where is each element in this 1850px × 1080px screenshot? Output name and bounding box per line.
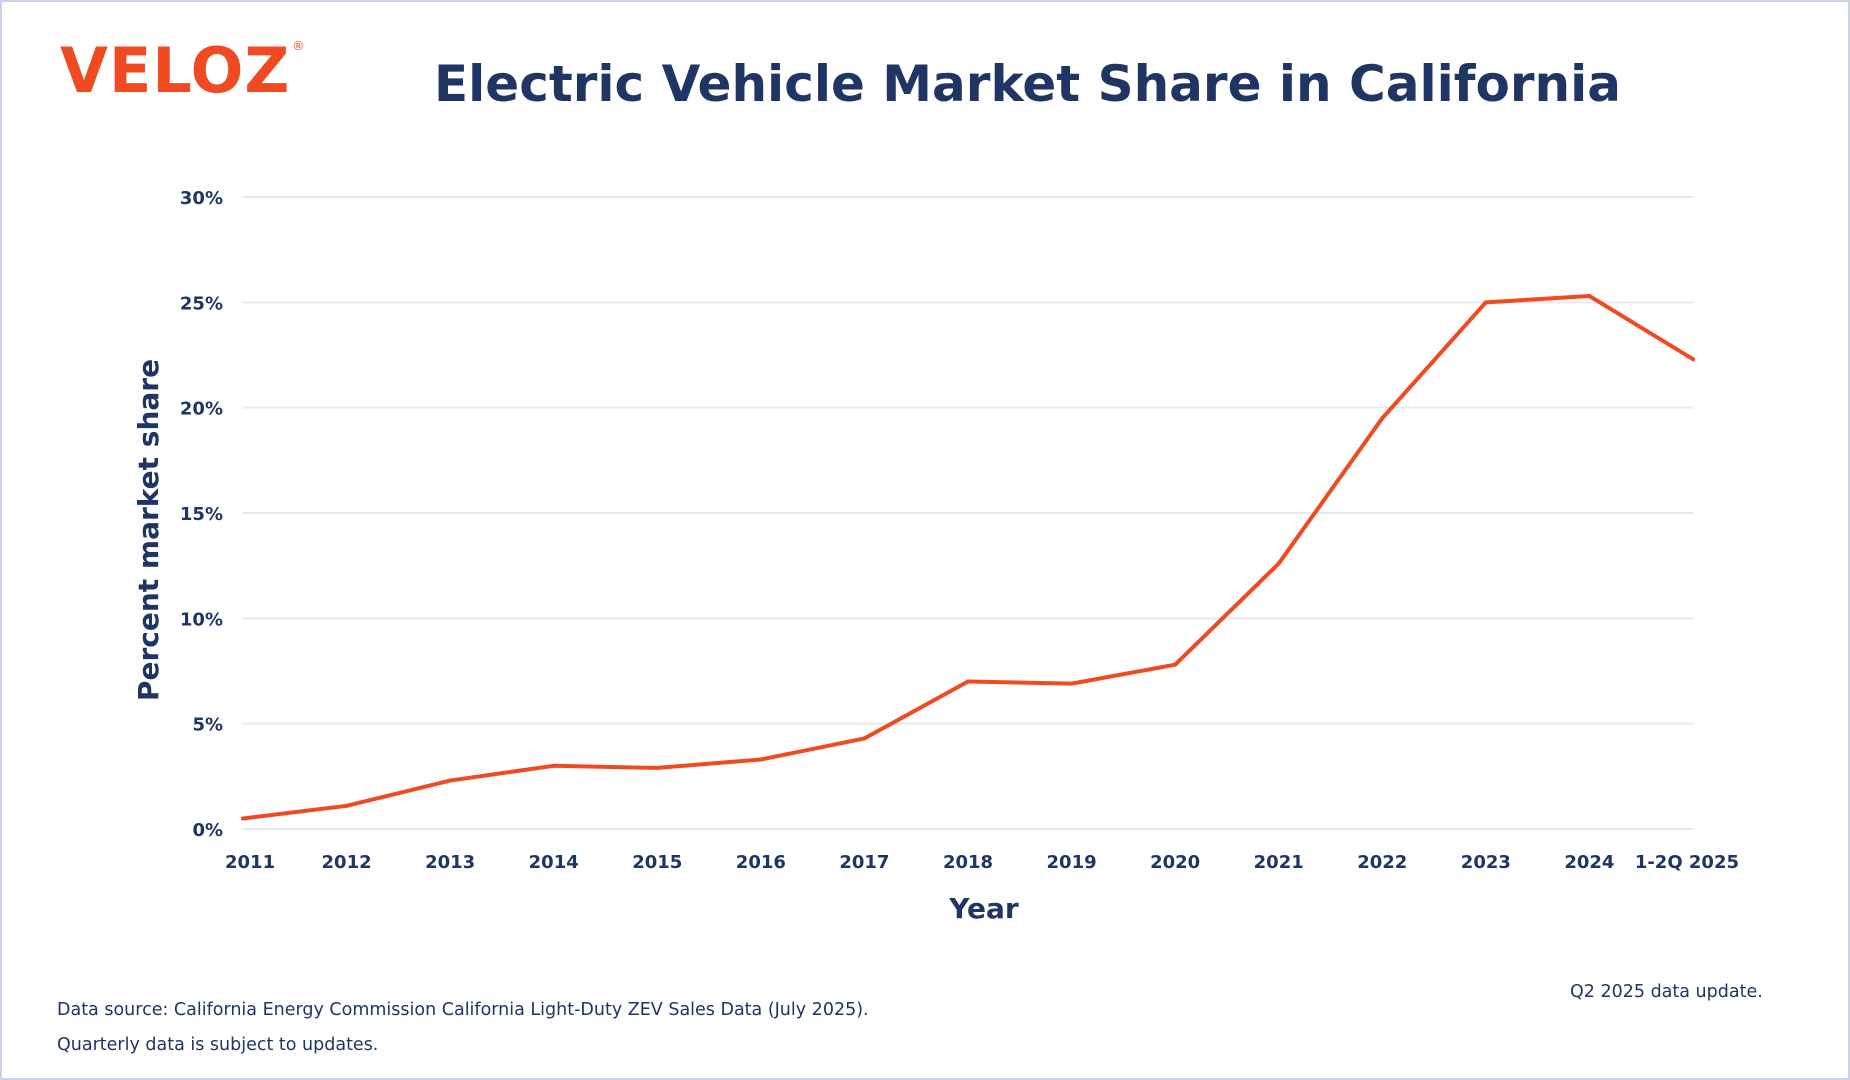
y-tick-label: 20% xyxy=(180,399,223,420)
data-point xyxy=(448,778,453,783)
x-tick-label: 2024 xyxy=(1564,852,1614,873)
x-tick-label: 2011 xyxy=(225,852,275,873)
x-tick-label: 2012 xyxy=(322,852,372,873)
x-tick-label: 1-2Q 2025 xyxy=(1635,852,1739,873)
logo-text: VELOZ xyxy=(60,34,291,107)
update-note: Q2 2025 data update. xyxy=(1570,982,1763,1002)
veloz-logo: VELOZ ® xyxy=(60,40,305,102)
x-tick-label: 2022 xyxy=(1357,852,1407,873)
y-tick-label: 5% xyxy=(192,715,223,736)
x-tick-label: 2023 xyxy=(1461,852,1511,873)
x-tick-label: 2016 xyxy=(736,852,786,873)
data-point xyxy=(966,679,970,684)
x-axis-label: Year xyxy=(948,892,1019,925)
y-tick-label: 30% xyxy=(180,188,223,209)
x-tick-label: 2014 xyxy=(529,852,579,873)
data-point xyxy=(1483,300,1488,305)
x-tick-labels: 2011 2012 2013 2014 2015 2016 2017 2018 2019 2020… xyxy=(225,852,1739,873)
series-line xyxy=(241,294,1695,821)
registered-mark: ® xyxy=(292,39,306,53)
data-point xyxy=(1587,294,1592,299)
y-tick-label: 25% xyxy=(180,293,223,314)
data-point xyxy=(344,803,349,808)
data-point xyxy=(1069,681,1074,686)
series-group xyxy=(241,294,1695,821)
data-point xyxy=(1380,416,1385,421)
x-tick-label: 2021 xyxy=(1254,852,1304,873)
y-tick-label: 15% xyxy=(180,504,223,525)
source-line-1: Data source: California Energy Commissio… xyxy=(57,1000,869,1020)
data-point xyxy=(1173,662,1178,667)
data-point xyxy=(655,765,660,770)
y-tick-label: 0% xyxy=(192,820,223,841)
y-tick-labels: 0% 5% 10% 15% 20% 25% 30% xyxy=(180,188,223,841)
chart-title: Electric Vehicle Market Share in Califor… xyxy=(434,55,1621,113)
x-tick-label: 2015 xyxy=(632,852,682,873)
data-point xyxy=(862,736,867,741)
grid-lines xyxy=(243,196,1693,830)
x-tick-label: 2020 xyxy=(1150,852,1200,873)
x-tick-label: 2013 xyxy=(425,852,475,873)
data-point xyxy=(1276,561,1281,566)
data-point xyxy=(1691,357,1695,362)
x-tick-label: 2017 xyxy=(839,852,889,873)
data-point xyxy=(758,757,763,762)
data-point xyxy=(241,816,245,821)
y-axis-label: Percent market share xyxy=(132,359,165,701)
x-tick-label: 2018 xyxy=(943,852,993,873)
y-tick-label: 10% xyxy=(180,609,223,630)
source-line-2: Quarterly data is subject to updates. xyxy=(57,1035,379,1055)
data-point xyxy=(551,763,556,768)
x-tick-label: 2019 xyxy=(1047,852,1097,873)
data-source-note: Data source: California Energy Commissio… xyxy=(57,993,869,1063)
